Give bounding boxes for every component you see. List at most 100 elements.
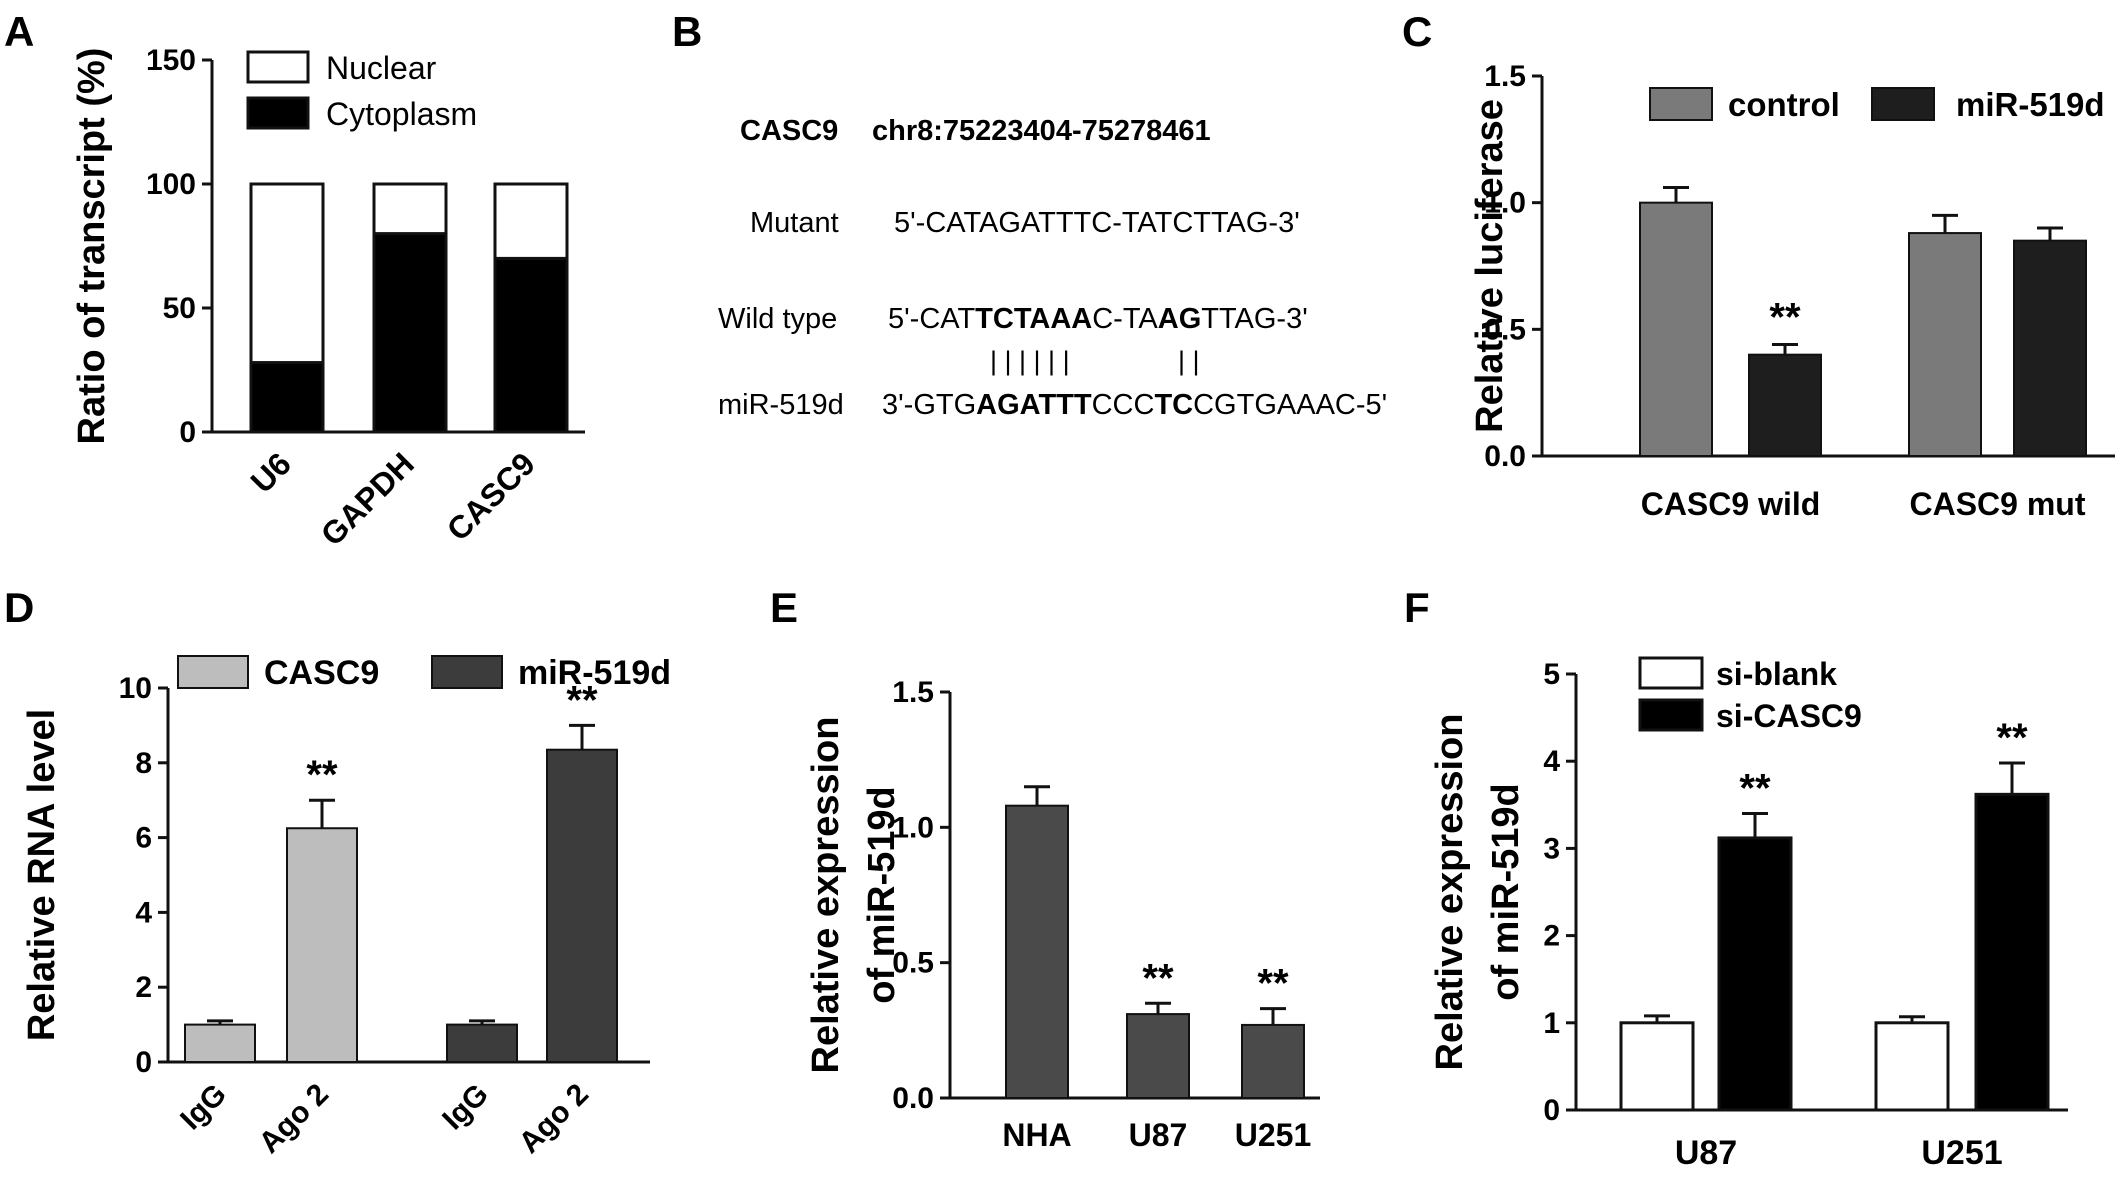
legend-label: Cytoplasm: [326, 96, 477, 132]
legend-swatch: [246, 96, 310, 130]
y-tick-label: 0: [1543, 1094, 1560, 1127]
sequence-segment: C-TA: [1092, 303, 1158, 335]
panel-letter-e: E: [770, 584, 798, 631]
sequence-segment: AGATTT: [976, 389, 1092, 421]
legend-label: si-blank: [1716, 656, 1837, 692]
y-axis-label: Ratio of transcript (%): [71, 48, 113, 445]
legend-swatch: [431, 655, 503, 689]
mir-sequence: 3'-GTGAGATTTCCCTCCGTGAAAC-5': [882, 389, 1387, 421]
bar: [446, 1023, 518, 1063]
panel-letter-f: F: [1404, 584, 1430, 631]
bar-segment: [249, 361, 325, 434]
sequence-segment: TTAG-3': [1201, 303, 1308, 335]
y-tick-label: 100: [146, 168, 196, 201]
significance-label: **: [1257, 962, 1289, 1006]
bar: [1748, 353, 1822, 457]
legend-label: miR-519d: [1956, 86, 2105, 123]
bar: [1639, 201, 1713, 457]
bar: [1717, 836, 1793, 1112]
chart-d: 0 2 4 6 8 10 Relative RNA level IgG ** Ago 2 IgG **…: [21, 654, 671, 1160]
y-axis-label: Relative expression: [805, 717, 847, 1074]
y-tick-label: 0.5: [892, 947, 934, 980]
y-tick-label: 1.0: [892, 811, 934, 844]
y-axis-label: of miR-519d: [1485, 783, 1527, 1000]
bar-segment: [372, 182, 448, 236]
y-axis-label: Relative expression: [1429, 714, 1471, 1071]
y-tick-label: 50: [163, 292, 196, 325]
legend-label: Nuclear: [326, 50, 437, 86]
chart-c: 0.0 0.5 1.0 1.5 Relative luciferase CASC9 wil…: [1469, 60, 2115, 522]
x-tick-label: NHA: [1002, 1117, 1071, 1153]
bar: [2013, 239, 2087, 457]
legend-swatch: [1638, 698, 1704, 732]
y-tick-label: 0.0: [1484, 440, 1526, 473]
wild-type-label: Wild type: [718, 303, 837, 335]
x-tick-label: CASC9 wild: [1641, 486, 1821, 522]
y-tick-label: 1.5: [1484, 60, 1526, 93]
x-tick-label: IgG: [436, 1078, 495, 1137]
y-tick-label: 4: [1543, 745, 1560, 778]
gene-name: CASC9: [740, 115, 838, 147]
sequence-segment: 5'-CAT: [888, 303, 975, 335]
mutant-label: Mutant: [750, 207, 839, 239]
bar: [1619, 1021, 1695, 1112]
x-tick-label: Ago 2: [513, 1078, 595, 1160]
y-tick-label: 8: [135, 747, 152, 780]
y-tick-label: 3: [1543, 832, 1560, 865]
x-tick-label: U6: [244, 445, 298, 499]
sequence-segment: CCC: [1092, 389, 1155, 421]
bar: [286, 827, 358, 1063]
significance-label: **: [306, 753, 338, 797]
sequence-segment: TC: [1154, 389, 1193, 421]
legend-swatch: [1871, 87, 1935, 121]
bar-segment: [493, 256, 569, 434]
y-tick-label: 2: [1543, 920, 1560, 953]
y-tick-label: 5: [1543, 658, 1560, 691]
gene-coordinates: chr8:75223404-75278461: [872, 115, 1211, 147]
y-tick-label: 0.0: [892, 1082, 934, 1115]
y-tick-label: 1.5: [892, 676, 934, 709]
y-tick-label: 2: [135, 971, 152, 1004]
legend-label: control: [1728, 86, 1840, 123]
y-axis-label: Relative RNA level: [21, 709, 63, 1041]
sequence-segment: AG: [1158, 303, 1202, 335]
x-tick-label: U251: [1921, 1134, 2002, 1172]
y-tick-label: 0: [135, 1046, 152, 1079]
x-tick-label: U251: [1235, 1117, 1312, 1153]
chart-f: 0 1 2 3 4 5 Relative expression of miR-519d U87 U…: [1429, 656, 2068, 1172]
x-tick-label: IgG: [174, 1078, 233, 1137]
y-tick-label: 4: [135, 896, 152, 929]
y-tick-label: 1: [1543, 1007, 1560, 1040]
y-tick-label: 1.0: [1484, 187, 1526, 220]
x-tick-label: U87: [1675, 1134, 1737, 1172]
significance-label: **: [1769, 296, 1801, 340]
legend-label: si-CASC9: [1716, 698, 1862, 734]
panel-letter-d: D: [4, 584, 34, 631]
legend-swatch: [246, 50, 310, 84]
significance-label: **: [1996, 716, 2028, 760]
pairing-lines-right: | |: [1178, 346, 1200, 376]
y-tick-label: 150: [146, 44, 196, 77]
bar: [1874, 1021, 1950, 1112]
bar: [1126, 1013, 1190, 1099]
significance-label: **: [566, 678, 598, 722]
panel-b-sequence: CASC9 chr8:75223404-75278461 Mutant 5'-C…: [718, 115, 1387, 421]
chart-e: 0.0 0.5 1.0 1.5 Relative expression of miR-51…: [805, 676, 1320, 1153]
x-tick-label: CASC9 mut: [1909, 486, 2085, 522]
panel-letter-b: B: [672, 8, 702, 55]
bar: [1908, 232, 1982, 457]
legend-label: CASC9: [264, 654, 379, 692]
legend-swatch: [1649, 87, 1713, 121]
sequence-segment: TCTAAA: [975, 303, 1092, 335]
y-tick-label: 6: [135, 822, 152, 855]
y-tick-label: 0: [179, 416, 196, 449]
pairing-lines-left: | | | | | |: [990, 346, 1070, 376]
bar: [1974, 792, 2050, 1112]
sequence-segment: 3'-GTG: [882, 389, 976, 421]
panel-letter-c: C: [1402, 8, 1432, 55]
y-tick-label: 0.5: [1484, 313, 1526, 346]
bar: [1241, 1023, 1305, 1100]
sequence-segment: CGTGAAAC-5': [1193, 389, 1387, 421]
x-tick-label: Ago 2: [253, 1078, 335, 1160]
